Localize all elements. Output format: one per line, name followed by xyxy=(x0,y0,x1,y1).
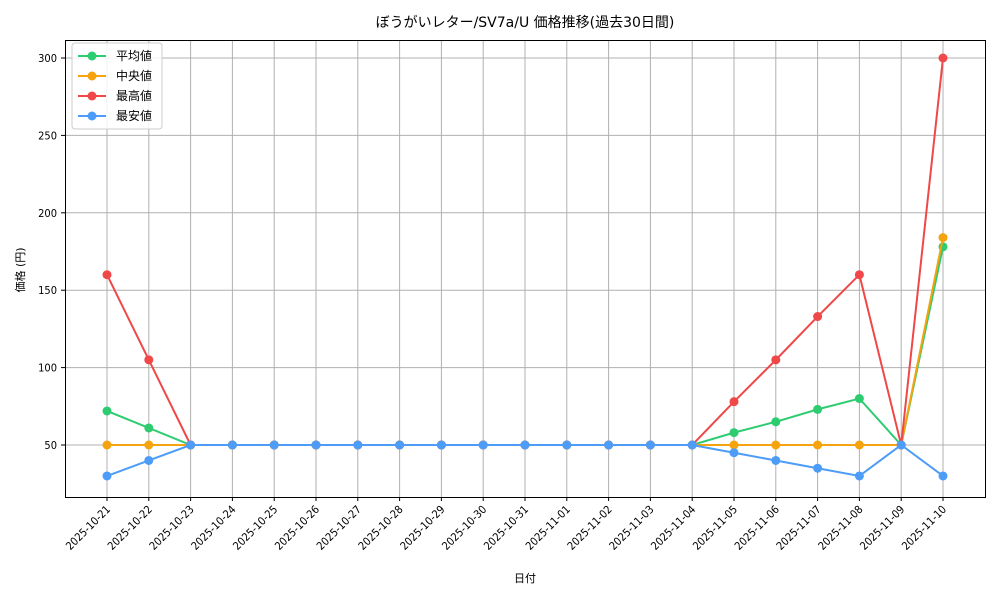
data-point xyxy=(478,440,488,450)
data-point xyxy=(771,440,781,450)
data-point xyxy=(269,440,279,450)
data-point xyxy=(562,440,572,450)
data-point xyxy=(102,471,112,481)
data-point xyxy=(144,355,154,365)
data-point xyxy=(102,270,112,280)
y-tick-label: 150 xyxy=(38,284,57,297)
data-point xyxy=(102,440,112,450)
data-point xyxy=(854,394,864,404)
series-layer xyxy=(102,53,948,481)
data-point xyxy=(938,53,948,63)
legend-item: 最安値 xyxy=(78,108,152,123)
data-point xyxy=(144,455,154,465)
legend-marker-icon xyxy=(87,51,97,61)
legend-label: 中央値 xyxy=(116,68,152,83)
y-axis-label: 価格 (円) xyxy=(13,247,27,292)
data-point xyxy=(771,355,781,365)
data-point xyxy=(102,406,112,416)
data-point xyxy=(520,440,530,450)
data-point xyxy=(144,423,154,433)
chart-title: ぼうがいレター/SV7a/U 価格推移(過去30日間) xyxy=(376,15,675,31)
data-point xyxy=(771,417,781,427)
legend-marker-icon xyxy=(87,71,97,81)
data-point xyxy=(854,440,864,450)
data-point xyxy=(896,440,906,450)
data-point xyxy=(353,440,363,450)
data-point xyxy=(729,397,739,407)
data-point xyxy=(227,440,237,450)
grid-lines xyxy=(65,40,985,497)
data-point xyxy=(771,455,781,465)
y-tick-label: 100 xyxy=(38,362,57,375)
legend-item: 中央値 xyxy=(78,68,152,83)
data-point xyxy=(854,471,864,481)
data-point xyxy=(604,440,614,450)
y-tick-label: 250 xyxy=(38,129,57,142)
y-tick-label: 300 xyxy=(38,52,57,65)
data-point xyxy=(854,270,864,280)
x-axis-label: 日付 xyxy=(514,572,536,585)
data-point xyxy=(729,448,739,458)
legend-item: 最高値 xyxy=(78,88,152,103)
data-point xyxy=(813,463,823,473)
x-tick-label: 2025-11-10 xyxy=(899,503,949,553)
data-point xyxy=(186,440,196,450)
legend-label: 最安値 xyxy=(116,108,152,123)
data-point xyxy=(687,440,697,450)
data-point xyxy=(729,440,739,450)
series-3 xyxy=(102,440,948,481)
legend-marker-icon xyxy=(87,91,97,101)
y-axis-ticks: 50 100 150 200 250 300 xyxy=(38,52,65,452)
data-point xyxy=(436,440,446,450)
data-point xyxy=(395,440,405,450)
data-point xyxy=(311,440,321,450)
legend-item: 平均値 xyxy=(78,48,152,63)
data-point xyxy=(729,428,739,438)
data-point xyxy=(645,440,655,450)
data-point xyxy=(144,440,154,450)
legend-box xyxy=(71,42,163,130)
data-point xyxy=(938,471,948,481)
data-point xyxy=(813,404,823,414)
y-tick-label: 50 xyxy=(44,439,57,452)
legend-label: 平均値 xyxy=(116,48,152,63)
legend-marker-icon xyxy=(87,111,97,121)
x-axis-ticks: 2025-10-212025-10-222025-10-232025-10-24… xyxy=(63,497,949,553)
data-point xyxy=(813,440,823,450)
y-tick-label: 200 xyxy=(38,207,57,220)
data-point xyxy=(813,312,823,322)
data-point xyxy=(938,233,948,243)
legend-label: 最高値 xyxy=(116,88,152,103)
